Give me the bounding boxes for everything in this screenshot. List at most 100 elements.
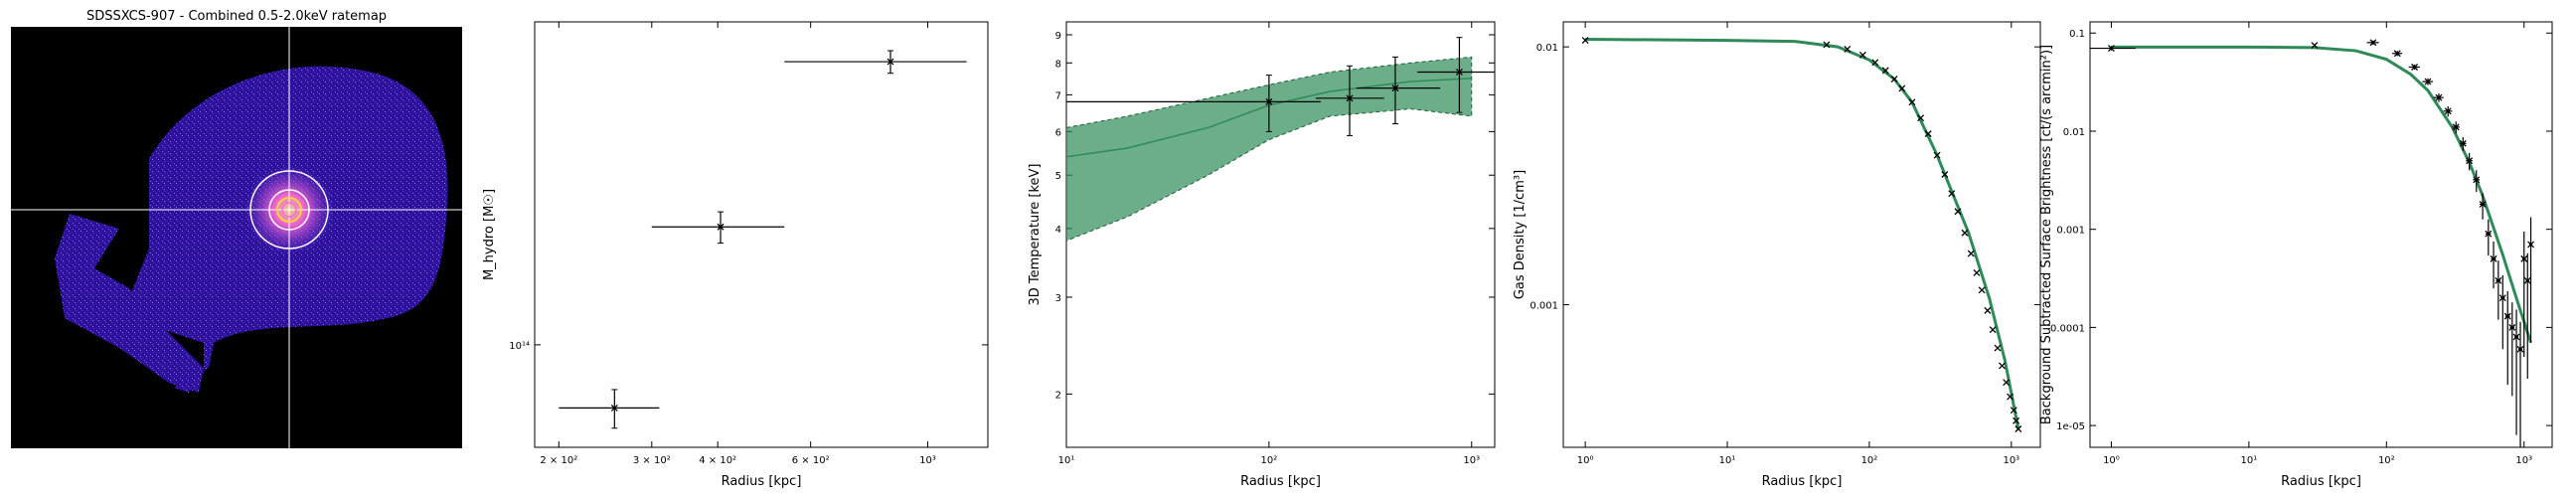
- x-tick-label: 10¹: [1058, 455, 1075, 466]
- chart-panel-4: 10⁰ 10¹ 10² 10³ 0.1 0.01 0.001 0.0001 1e-05 Radiu…: [2039, 21, 2553, 489]
- data-point: [1961, 229, 1969, 237]
- data-point: [2007, 393, 2014, 401]
- y-tick-label: 0.0001: [2050, 323, 2085, 334]
- plot-area: [1581, 37, 2022, 432]
- data-point: [1871, 59, 1879, 67]
- data-point: [2010, 407, 2017, 415]
- x-tick-label: 10²: [1861, 455, 1878, 466]
- y-tick-label: 0.1: [2069, 29, 2085, 40]
- data-point: [2411, 64, 2419, 71]
- x-tick-label: 10⁰: [2103, 455, 2120, 466]
- data-point: [1917, 114, 1925, 122]
- data-point: [2527, 241, 2535, 249]
- data-point: [1455, 69, 1463, 76]
- y-tick-label: 10¹⁴: [509, 341, 530, 352]
- data-point: [1890, 76, 1898, 84]
- data-point: [1858, 51, 1866, 59]
- x-tick-label: 10³: [1463, 455, 1480, 466]
- x-axis-label: Radius [kpc]: [1240, 474, 1321, 489]
- plot-frame: [1562, 21, 2041, 448]
- y-axis-label: Background Subtracted Surface Brightness…: [2039, 45, 2054, 424]
- data-point: [2311, 42, 2319, 50]
- data-point: [2498, 294, 2506, 302]
- plot-area: [559, 50, 967, 429]
- x-tick-label: 10³: [2515, 455, 2532, 466]
- x-tick-label: 10³: [919, 455, 936, 466]
- data-point: [2012, 417, 2020, 424]
- aperture-inner: [276, 197, 302, 223]
- data-point: [1823, 41, 1831, 49]
- data-point: [1984, 306, 1992, 314]
- y-tick-label: 4: [1055, 225, 1061, 236]
- x-tick-label: 6 × 10²: [792, 455, 830, 466]
- y-tick-label: 2: [1055, 390, 1061, 401]
- data-point: [1908, 98, 1916, 106]
- plot-area: [2090, 39, 2535, 447]
- data-point: [1898, 84, 1906, 92]
- y-tick-label: 0.01: [1536, 43, 1558, 54]
- data-point: [1346, 94, 1354, 102]
- data-point: [2479, 201, 2487, 208]
- data-point: [2444, 107, 2452, 115]
- data-point: [1391, 84, 1399, 92]
- plot-frame: [534, 21, 989, 448]
- ratemap-panel: SDSSXCS-907 - Combined 0.5-2.0keV ratema…: [11, 9, 462, 448]
- y-tick-label: 3: [1055, 293, 1061, 304]
- data-point: [1978, 286, 1986, 294]
- x-tick-label: 10⁰: [1577, 455, 1594, 466]
- data-point: [1989, 326, 1997, 334]
- ratemap-chip: [55, 214, 204, 393]
- model-median-line: [1585, 38, 2020, 429]
- data-point: [2107, 45, 2115, 52]
- data-point: [717, 223, 724, 231]
- data-point: [2369, 39, 2377, 47]
- aperture-core: [281, 202, 297, 218]
- data-point: [1954, 208, 1962, 216]
- aperture-outer: [249, 170, 329, 250]
- data-point: [1581, 37, 1589, 45]
- chart-panel-2: 10¹ 10² 10³ 2 3 4 5 6 7 8 9 Radius [kpc] 3D Temperat…: [1028, 21, 1496, 489]
- data-point: [1924, 130, 1932, 138]
- x-axis-label: Radius [kpc]: [722, 474, 802, 489]
- plot-area: [1066, 37, 1495, 242]
- data-point: [2473, 176, 2481, 184]
- data-point: [2424, 78, 2432, 85]
- data-point: [2459, 139, 2467, 147]
- y-tick-label: 6: [1055, 127, 1061, 138]
- y-axis-label: 3D Temperature [keV]: [1028, 164, 1043, 306]
- data-point: [610, 404, 618, 412]
- data-point: [1844, 45, 1852, 53]
- data-point: [1973, 268, 1981, 276]
- y-axis-label: M_hydro [M☉]: [482, 189, 497, 280]
- x-tick-label: 10¹: [1719, 455, 1736, 466]
- data-point: [2523, 276, 2531, 284]
- chart-panel-3: 10⁰ 10¹ 10² 10³ 0.01 0.001 Radius [kpc] Gas Den…: [1513, 21, 2041, 489]
- data-point: [2520, 254, 2528, 262]
- y-tick-label: 7: [1055, 90, 1061, 101]
- model-band: [1066, 56, 1473, 242]
- data-point: [1265, 97, 1273, 105]
- y-tick-label: 5: [1055, 171, 1061, 182]
- data-point: [2485, 230, 2493, 238]
- data-point: [2516, 345, 2524, 353]
- aperture-middle: [268, 189, 310, 231]
- x-tick-label: 4 × 10²: [699, 455, 736, 466]
- chart-panel-1: 2 × 10² 3 × 10² 4 × 10² 6 × 10² 10³ 10¹⁴ Radiu…: [482, 21, 989, 489]
- y-tick-label: 9: [1055, 31, 1061, 42]
- data-point: [2508, 323, 2516, 331]
- data-point: [1941, 171, 1949, 178]
- data-point: [1994, 344, 2002, 352]
- y-axis-label: Gas Density [1/cm³]: [1513, 170, 1528, 299]
- x-tick-label: 10²: [2378, 455, 2395, 466]
- data-point: [1948, 190, 1956, 198]
- data-point: [2393, 50, 2401, 58]
- data-point: [886, 58, 894, 66]
- x-tick-label: 2 × 10²: [540, 455, 577, 466]
- y-tick-label: 8: [1055, 59, 1061, 70]
- data-point: [1881, 67, 1889, 75]
- y-tick-label: 0.001: [1530, 301, 1558, 312]
- data-point: [1933, 151, 1941, 159]
- y-tick-label: 0.001: [2056, 226, 2085, 237]
- plot-frame: [2089, 21, 2553, 448]
